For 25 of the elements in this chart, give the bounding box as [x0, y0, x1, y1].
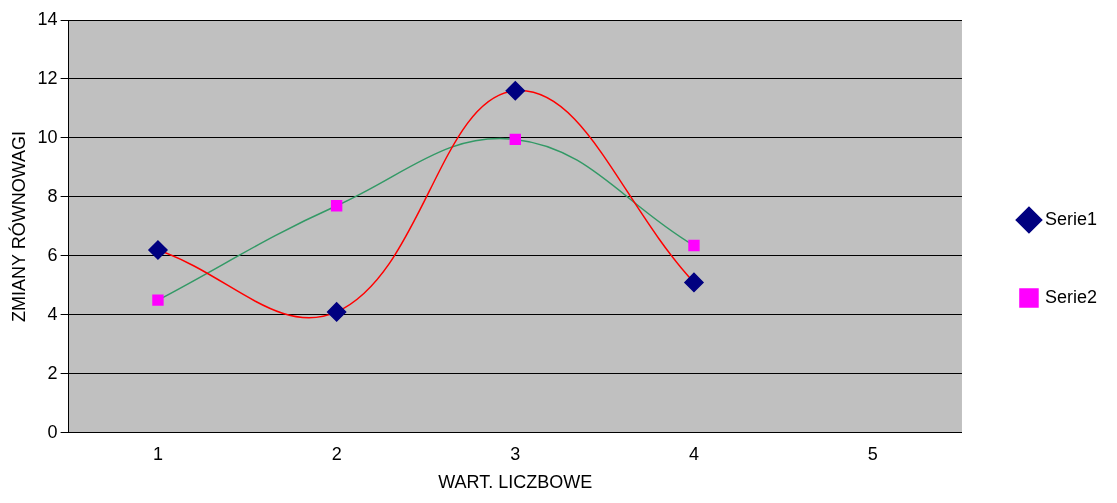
- x-tick-label: 4: [688, 443, 699, 464]
- x-tick-label: 5: [867, 443, 878, 464]
- point: [688, 239, 700, 252]
- x-tick-label: 2: [331, 443, 342, 464]
- y-axis-title: ZMIANY RÓWNOWAGI: [7, 130, 29, 322]
- x-tick-label: 1: [152, 443, 163, 464]
- y-tick-label: 10: [37, 126, 58, 147]
- y-tick-label: 0: [47, 421, 58, 442]
- point: [152, 294, 164, 306]
- y-tick-label: 4: [47, 303, 58, 324]
- x-tick-label: 3: [510, 443, 521, 464]
- legend-label: Serie2: [1044, 286, 1097, 307]
- legend-label: Serie1: [1044, 208, 1097, 229]
- point: [509, 133, 521, 146]
- point: [684, 272, 704, 293]
- point: [330, 200, 343, 212]
- x-axis-title: WART. LICZBOWE: [438, 472, 593, 493]
- y-tick-label: 2: [47, 362, 58, 383]
- y-tick-label: 8: [47, 185, 58, 206]
- point: [505, 81, 526, 101]
- point: [326, 302, 347, 322]
- y-tick-label: 12: [37, 67, 58, 88]
- y-tick-label: 6: [47, 244, 58, 265]
- y-tick-label: 14: [37, 8, 58, 29]
- point: [148, 240, 168, 260]
